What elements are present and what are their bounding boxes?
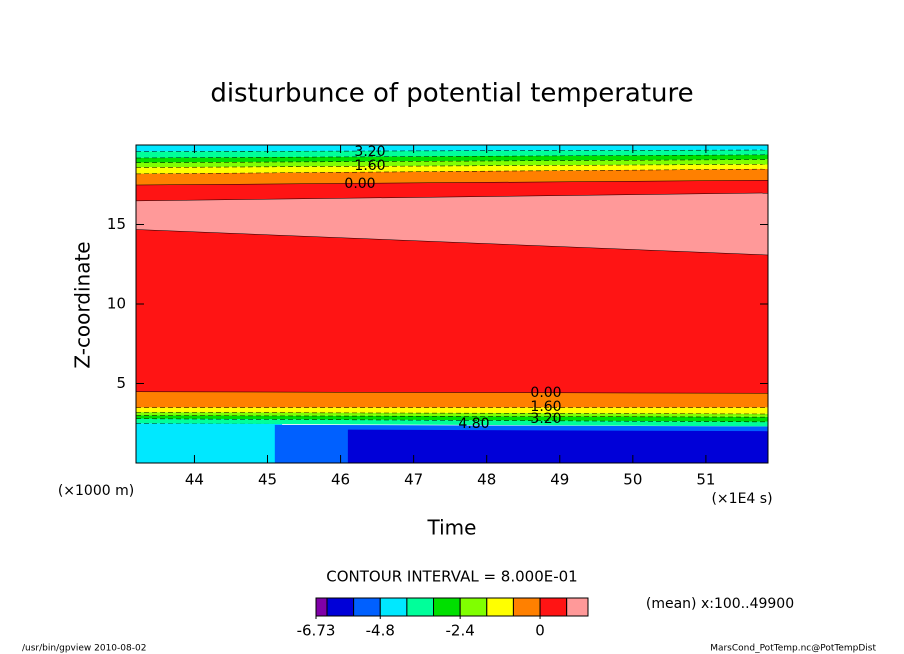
- colorbar-box: [512, 597, 541, 617]
- contour-band: [136, 168, 768, 185]
- contour-label: 1.60: [354, 158, 385, 174]
- contour-band: [136, 154, 768, 163]
- colorbar-box: [566, 597, 589, 617]
- x-tick-label: 44: [185, 471, 204, 489]
- x-tick-label: 46: [331, 471, 350, 489]
- contour-band: [136, 192, 768, 255]
- contour-label: 3.20: [354, 144, 385, 160]
- x-axis-label: Time: [427, 516, 477, 540]
- y-tick-label: 5: [116, 374, 126, 392]
- colorbar-box: [539, 597, 568, 617]
- colorbar-tick-label: -2.4: [446, 622, 475, 640]
- contour-band: [136, 159, 768, 168]
- x-unit: (×1E4 s): [711, 491, 772, 507]
- x-tick-label: 51: [696, 471, 715, 489]
- contour-band: [136, 179, 768, 201]
- contour-label: 3.20: [530, 411, 561, 427]
- colorbar-box: [486, 597, 514, 617]
- colorbar-box: [406, 597, 435, 617]
- x-tick-label: 45: [258, 471, 277, 489]
- x-tick-label: 47: [404, 471, 423, 489]
- contour-band: [136, 229, 768, 394]
- colorbar-box: [459, 597, 488, 617]
- contour-label: 1.60: [530, 399, 561, 415]
- chart-title: disturbunce of potential temperature: [210, 79, 693, 109]
- contour-band: [136, 423, 283, 463]
- y-tick-label: 15: [107, 215, 126, 233]
- y-unit: (×1000 m): [58, 483, 134, 499]
- y-tick-label: 10: [107, 295, 126, 313]
- contour-band: [136, 391, 768, 408]
- contour-band: [136, 418, 768, 427]
- contour-band: [136, 149, 768, 158]
- colorbar-tick-label: -4.8: [366, 622, 395, 640]
- colorbar-box: [433, 597, 461, 617]
- contour-interval: CONTOUR INTERVAL = 8.000E-01: [326, 568, 577, 586]
- contour-band: [136, 145, 768, 152]
- colorbar-box: [379, 597, 408, 617]
- contour-label: 0.00: [530, 385, 561, 401]
- footer-left: /usr/bin/gpview 2010-08-02: [22, 644, 146, 654]
- colorbar-box: [353, 597, 381, 617]
- x-tick-label: 49: [550, 471, 569, 489]
- x-tick-label: 50: [623, 471, 642, 489]
- footer-right: MarsCond_PotTemp.nc@PotTempDist: [710, 644, 876, 654]
- colorbar-box: [315, 597, 328, 617]
- contour-band: [347, 429, 768, 463]
- contour-band: [136, 407, 768, 414]
- y-axis-label: Z-coordinate: [71, 241, 95, 368]
- contour-line: [135, 154, 769, 159]
- colorbar-box: [326, 597, 355, 617]
- colorbar-tick-label: -6.73: [297, 622, 336, 640]
- mean-note: (mean) x:100..49900: [646, 596, 794, 612]
- contour-label: 0.00: [344, 176, 375, 192]
- colorbar-tick-label: 0: [535, 622, 545, 640]
- x-tick-label: 48: [477, 471, 496, 489]
- contour-label: 4.80: [458, 416, 489, 432]
